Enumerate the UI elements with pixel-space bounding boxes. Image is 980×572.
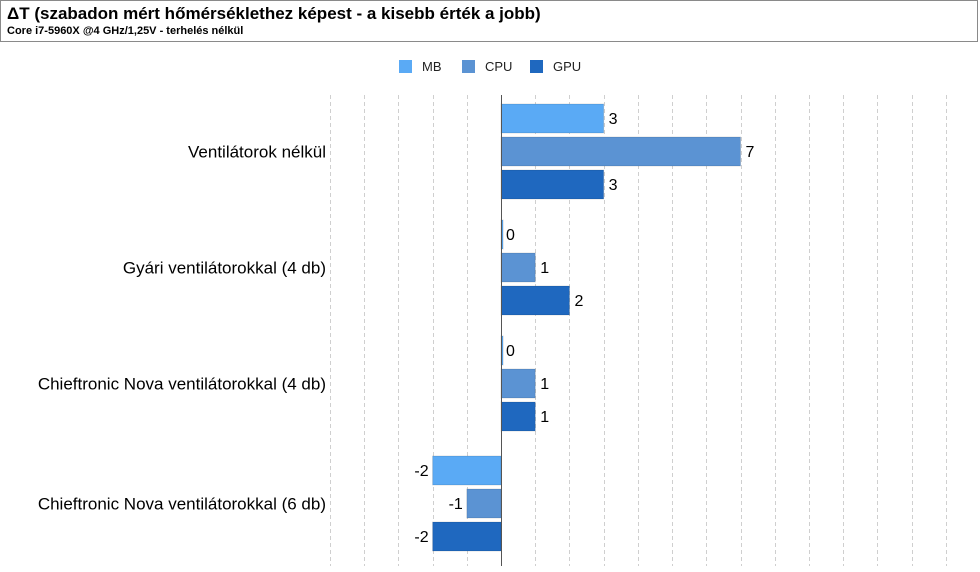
legend: MB CPU GPU — [399, 59, 581, 74]
chart-title-box: ΔT (szabadon mért hőmérséklethez képest … — [0, 0, 978, 42]
bar-cpu — [500, 368, 536, 399]
bar-cpu — [500, 252, 536, 283]
bar-gpu — [500, 169, 605, 200]
chart-subtitle: Core i7-5960X @4 GHz/1,25V - terhelés né… — [7, 25, 244, 37]
bar-gpu — [500, 285, 570, 316]
category-label: Chieftronic Nova ventilátorokkal (6 db) — [38, 495, 326, 514]
bar-gpu — [500, 401, 536, 432]
legend-label-mb: MB — [422, 59, 442, 74]
bar-value-label: 2 — [574, 293, 583, 310]
bar-value-label: 3 — [609, 177, 618, 194]
bar-mb — [500, 103, 605, 134]
legend-label-gpu: GPU — [553, 59, 581, 74]
bar-value-label: -2 — [414, 463, 428, 480]
bar-value-label: 0 — [506, 343, 515, 360]
legend-swatch-cpu — [462, 60, 475, 73]
bar-mb — [432, 455, 502, 486]
bar-value-label: 3 — [609, 111, 618, 128]
bar-cpu — [466, 488, 502, 519]
bar-cpu — [500, 136, 742, 167]
bar-value-label: 1 — [540, 260, 549, 277]
bar-value-label: -2 — [414, 529, 428, 546]
legend-label-cpu: CPU — [485, 59, 512, 74]
category-label: Ventilátorok nélkül — [188, 143, 326, 162]
bar-value-label: 1 — [540, 376, 549, 393]
bars — [432, 103, 742, 552]
bar-value-label: -1 — [449, 496, 463, 513]
chart-title: ΔT (szabadon mért hőmérséklethez képest … — [7, 4, 541, 23]
legend-swatch-gpu — [530, 60, 543, 73]
category-label: Chieftronic Nova ventilátorokkal (4 db) — [38, 375, 326, 394]
legend-swatch-mb — [399, 60, 412, 73]
bar-value-label: 7 — [746, 144, 755, 161]
labels: Ventilátorok nélkül 3 7 3 Gyári ventilátorok… — [38, 111, 755, 546]
bar-value-label: 1 — [540, 409, 549, 426]
bar-value-label: 0 — [506, 227, 515, 244]
category-label: Gyári ventilátorokkal (4 db) — [123, 259, 326, 278]
bar-gpu — [432, 521, 502, 552]
